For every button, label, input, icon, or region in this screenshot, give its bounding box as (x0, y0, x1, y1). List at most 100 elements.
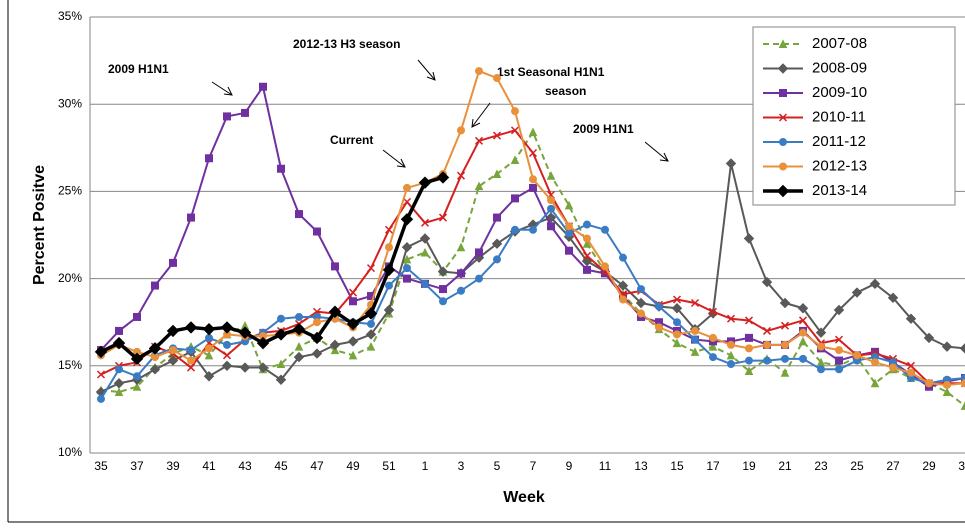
marker (97, 394, 105, 403)
x-tick-label: 7 (530, 459, 537, 473)
marker (132, 382, 142, 391)
marker (113, 378, 125, 389)
annotation: season (545, 84, 586, 98)
marker (184, 321, 198, 334)
marker (403, 274, 411, 283)
marker (475, 67, 483, 76)
marker (708, 307, 718, 316)
marker (274, 328, 288, 341)
marker (797, 303, 809, 314)
marker (492, 131, 502, 140)
marker (166, 324, 180, 338)
x-tick-label: 11 (599, 459, 612, 473)
marker (583, 220, 591, 229)
marker (238, 326, 252, 339)
marker (133, 372, 141, 381)
marker (529, 225, 537, 234)
marker (151, 281, 159, 290)
x-tick-label: 25 (850, 459, 864, 473)
marker (169, 346, 177, 355)
x-tick-label: 51 (382, 459, 396, 473)
annotation: 2012-13 H3 season (293, 37, 400, 51)
marker (582, 239, 592, 248)
marker (328, 305, 342, 318)
marker (907, 368, 915, 377)
marker (889, 363, 897, 372)
arrow (211, 81, 233, 96)
marker (205, 333, 213, 342)
marker (257, 362, 269, 373)
marker (583, 265, 591, 274)
x-tick-label: 5 (494, 459, 501, 473)
x-tick-label: 35 (94, 459, 108, 473)
marker (619, 253, 627, 262)
marker (366, 341, 376, 351)
marker (564, 200, 574, 210)
marker (384, 225, 394, 234)
marker (491, 238, 503, 249)
marker (690, 347, 700, 356)
marker (167, 355, 179, 366)
marker (205, 154, 213, 163)
x-tick-label: 17 (706, 459, 720, 473)
marker (727, 340, 735, 349)
marker (511, 194, 519, 203)
marker (763, 340, 771, 349)
marker (223, 340, 231, 349)
marker (151, 353, 159, 362)
marker (779, 297, 791, 309)
marker (331, 262, 339, 271)
marker (94, 345, 108, 359)
marker (259, 82, 267, 91)
marker (726, 350, 736, 360)
marker (222, 351, 232, 360)
marker (745, 333, 753, 342)
x-tick-label: 41 (202, 459, 216, 473)
marker (402, 254, 412, 264)
marker (853, 351, 861, 360)
legend-marker (779, 138, 787, 146)
y-tick-label: 25% (58, 184, 82, 198)
marker (835, 365, 843, 374)
series-line (100, 131, 965, 407)
marker (743, 233, 755, 244)
marker (186, 363, 196, 372)
marker (474, 181, 484, 191)
marker (817, 365, 825, 374)
marker (780, 368, 790, 377)
marker (419, 233, 431, 244)
marker (529, 175, 537, 184)
marker (709, 333, 717, 342)
marker (366, 264, 376, 273)
marker (781, 354, 789, 363)
arrow-head (471, 118, 481, 128)
x-tick-label: 1 (422, 459, 429, 473)
legend-box (752, 26, 956, 206)
marker (906, 361, 916, 370)
marker (313, 318, 321, 327)
legend-label: 2009-10 (812, 84, 867, 101)
annotation-arrows (211, 59, 669, 168)
marker (474, 136, 484, 145)
marker (439, 297, 447, 306)
x-tick-label: 49 (346, 459, 360, 473)
marker (401, 242, 413, 253)
arrow (382, 149, 406, 168)
marker (221, 360, 233, 372)
marker (275, 374, 287, 385)
marker (833, 304, 845, 316)
marker (205, 344, 213, 353)
marker (799, 328, 807, 337)
marker (635, 297, 647, 309)
marker (565, 229, 573, 238)
legend-label: 2008-09 (812, 59, 867, 76)
marker (673, 330, 681, 339)
marker (439, 285, 447, 294)
marker (655, 302, 663, 311)
series (94, 171, 450, 366)
marker (204, 350, 214, 360)
marker (310, 331, 324, 345)
marker (292, 322, 306, 336)
marker (367, 319, 375, 328)
marker (437, 266, 449, 277)
